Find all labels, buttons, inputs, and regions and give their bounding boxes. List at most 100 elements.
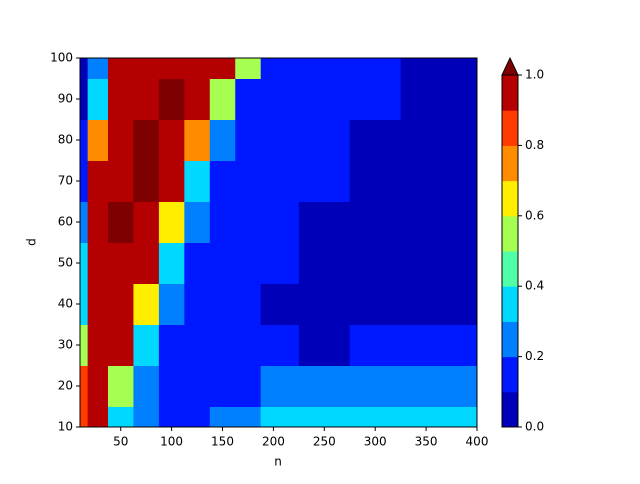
y-axis-label: d [25,238,39,246]
contour-cell [87,160,109,202]
contour-cell [298,58,351,79]
contour-cell [158,58,185,79]
contour-cell [235,324,262,366]
contour-cell [400,78,453,120]
contour-cell [209,242,236,284]
contour-cell [158,324,185,366]
contour-cell [349,365,402,407]
contour-cell [184,283,211,325]
contour-cell [80,365,89,407]
contour-cell [209,201,236,243]
contour-cell [260,201,300,243]
contour-cell [235,160,262,202]
colorbar-tick-label: 0.4 [525,279,544,293]
contour-cell [87,119,109,161]
x-tick-label: 350 [415,435,438,449]
contour-cell [158,242,185,284]
x-tick-label: 200 [262,435,285,449]
colorbar-tick-label: 0.2 [525,349,544,363]
contour-cell [133,78,160,120]
contour-cell [260,406,300,428]
contour-cell [451,365,478,407]
contour-cell [209,160,236,202]
contour-cell [349,283,402,325]
contour-cell [184,78,211,120]
contour-cell [80,58,89,79]
contour-cell [451,119,478,161]
y-tick-label: 60 [58,215,73,229]
contour-cell [158,201,185,243]
contour-cell [451,242,478,284]
contour-cell [235,78,262,120]
x-tick-label: 100 [160,435,183,449]
contour-cell [87,324,109,366]
contour-cell [451,324,478,366]
contour-cell [298,283,351,325]
colorbar-band [502,321,518,358]
contour-cell [349,201,402,243]
contour-cell [133,119,160,161]
contour-cell [87,242,109,284]
contour-cell [107,78,134,120]
contour-cell [158,406,185,428]
contour-cell [349,119,402,161]
y-tick-label: 50 [58,256,73,270]
contour-cell [184,201,211,243]
contour-cell [133,406,160,428]
contour-cell [133,365,160,407]
contour-cell [133,242,160,284]
contour-cell [184,58,211,79]
contour-cell [451,160,478,202]
y-tick-label: 80 [58,133,73,147]
contour-cell [184,324,211,366]
colorbar-band [502,180,518,217]
contour-cell [235,365,262,407]
contour-cell [349,78,402,120]
contour-cell [209,365,236,407]
contour-cell [107,58,134,79]
colorbar-band [502,75,518,111]
colorbar-band [502,215,518,252]
contour-cell [349,58,402,79]
colorbar-tick-label: 0.8 [525,138,544,152]
colorbar-band [502,110,518,146]
contour-cell [260,365,300,407]
contour-cell [107,160,134,202]
colorbar-band [502,286,518,322]
contour-cell [349,324,402,366]
contour-cell [298,78,351,120]
x-axis-label: n [274,455,282,469]
contour-cell [184,242,211,284]
x-tick-label: 400 [466,435,489,449]
contour-cell [260,283,300,325]
contour-cell [235,58,262,79]
contour-cell [184,406,211,428]
contour-cell [80,201,89,243]
contour-cell [235,242,262,284]
contour-cell [133,58,160,79]
contour-cell [260,58,300,79]
y-tick-label: 70 [58,174,73,188]
colorbar-band [502,251,518,287]
contour-cell [260,119,300,161]
contour-cell [80,406,89,428]
contour-cell [133,160,160,202]
colorbar-band [502,391,518,428]
contour-cell [400,324,453,366]
contour-cell [298,365,351,407]
y-tick-label: 90 [58,92,73,106]
contour-cell [260,160,300,202]
y-tick-label: 40 [58,297,73,311]
contour-cell [184,119,211,161]
contour-cell [235,406,262,428]
contour-cell [400,283,453,325]
contour-cell [107,283,134,325]
contour-cell [451,201,478,243]
contour-cell [451,78,478,120]
contour-cell [400,242,453,284]
contour-cell [349,160,402,202]
contour-cell [209,78,236,120]
contour-cell [451,406,478,428]
contour-cell [87,365,109,407]
